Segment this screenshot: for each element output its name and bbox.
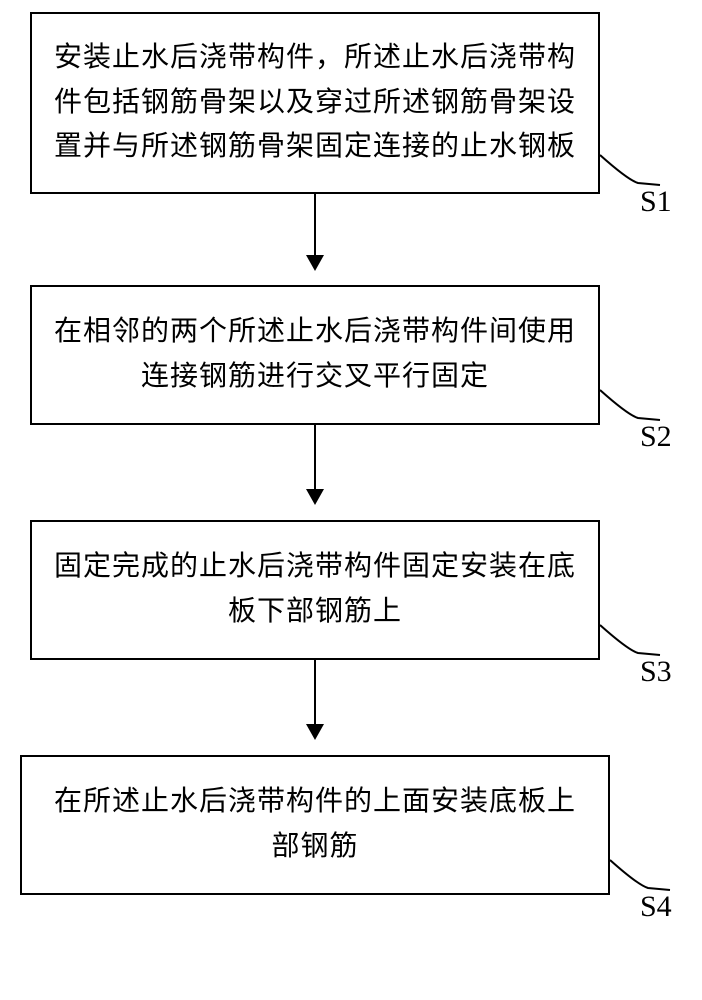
flow-box-text: 在所述止水后浇带构件的上面安装底板上部钢筋 (42, 780, 588, 870)
flow-box-s3: 固定完成的止水后浇带构件固定安装在底板下部钢筋上 (30, 520, 600, 660)
flow-box-s1: 安装止水后浇带构件，所述止水后浇带构件包括钢筋骨架以及穿过所述钢筋骨架设置并与所… (30, 12, 600, 194)
step-label-s2: S2 (640, 420, 672, 454)
flow-box-s4: 在所述止水后浇带构件的上面安装底板上部钢筋 (20, 755, 610, 895)
flow-arrow (314, 194, 316, 269)
flow-arrow (314, 660, 316, 738)
flow-box-text: 安装止水后浇带构件，所述止水后浇带构件包括钢筋骨架以及穿过所述钢筋骨架设置并与所… (52, 36, 578, 170)
flow-box-text: 固定完成的止水后浇带构件固定安装在底板下部钢筋上 (52, 545, 578, 635)
step-label-s1: S1 (640, 185, 672, 219)
flow-arrow (314, 425, 316, 503)
step-label-s3: S3 (640, 655, 672, 689)
flow-box-s2: 在相邻的两个所述止水后浇带构件间使用连接钢筋进行交叉平行固定 (30, 285, 600, 425)
step-label-s4: S4 (640, 890, 672, 924)
flow-box-text: 在相邻的两个所述止水后浇带构件间使用连接钢筋进行交叉平行固定 (52, 310, 578, 400)
flowchart-container: 安装止水后浇带构件，所述止水后浇带构件包括钢筋骨架以及穿过所述钢筋骨架设置并与所… (0, 0, 702, 1000)
